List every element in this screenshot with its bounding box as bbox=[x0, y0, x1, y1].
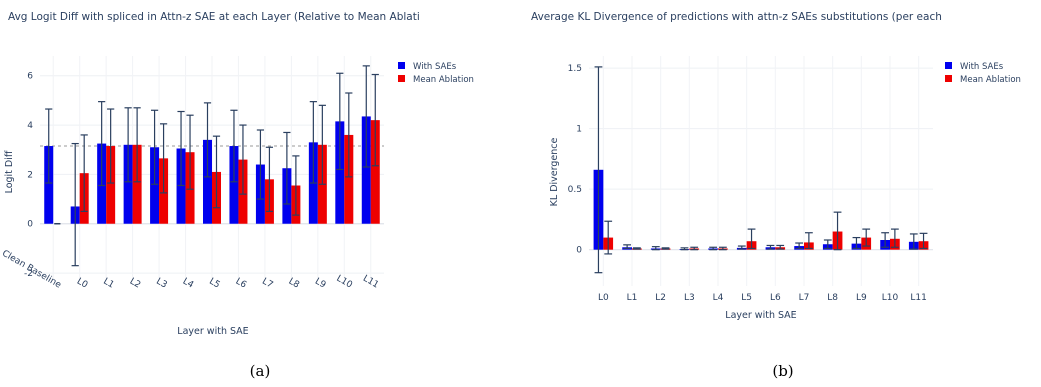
y-tick-label: 0 bbox=[576, 246, 582, 256]
legend-label-mean-ablation: Mean Ablation bbox=[960, 75, 1021, 85]
caption: (b) bbox=[772, 362, 793, 380]
x-tick-label: L0 bbox=[75, 277, 90, 291]
y-tick-label: 1 bbox=[576, 125, 582, 135]
y-tick-label: -2 bbox=[24, 269, 33, 279]
x-tick-label: L3 bbox=[154, 277, 168, 291]
x-tick-label: L8 bbox=[827, 293, 838, 303]
kl-divergence-chart-panel: Average KL Divergence of predictions wit… bbox=[521, 0, 1041, 383]
x-tick-labels: Clean Baseline L0 L1 L2 L3 L4 L5 L6 L7 L8 L9 L10 L11 bbox=[0, 249, 380, 291]
error-bars bbox=[45, 65, 379, 267]
legend: With SAEs Mean Ablation bbox=[945, 62, 1021, 85]
x-tick-label: L7 bbox=[260, 277, 274, 291]
logit-diff-chart-panel: Avg Logit Diff with spliced in Attn-z SA… bbox=[0, 0, 520, 383]
legend-swatch-mean-ablation bbox=[945, 75, 952, 82]
logit-diff-chart: Avg Logit Diff with spliced in Attn-z SA… bbox=[0, 11, 474, 380]
x-tick-label: L1 bbox=[101, 277, 115, 291]
x-tick-label: L10 bbox=[882, 293, 899, 303]
caption: (a) bbox=[250, 362, 271, 380]
x-tick-label: L2 bbox=[128, 277, 142, 291]
x-tick-label: L0 bbox=[598, 293, 609, 303]
x-tick-label: L5 bbox=[741, 293, 752, 303]
y-tick-label: 0.5 bbox=[568, 185, 582, 195]
y-tick-labels: 0 0.5 1 1.5 bbox=[568, 64, 583, 256]
bar-mean-ablation bbox=[132, 144, 142, 224]
bar-with-saes bbox=[361, 116, 371, 224]
bar-with-saes bbox=[44, 146, 54, 224]
x-tick-labels: L0 L1 L2 L3 L4 L5 L6 L7 L8 L9 L10 L11 bbox=[598, 293, 927, 303]
y-tick-label: 4 bbox=[27, 121, 33, 131]
x-tick-label: L5 bbox=[207, 277, 221, 291]
x-tick-label: L2 bbox=[655, 293, 666, 303]
y-tick-labels: -2 0 2 4 6 bbox=[24, 72, 33, 279]
x-axis-label: Layer with SAE bbox=[725, 310, 796, 321]
legend-swatch-with-saes bbox=[398, 62, 405, 69]
gridlines bbox=[589, 56, 933, 286]
bar-mean-ablation bbox=[370, 120, 380, 224]
y-tick-label: 6 bbox=[27, 72, 33, 82]
x-tick-label: L1 bbox=[627, 293, 638, 303]
bar-with-saes bbox=[203, 139, 212, 224]
y-axis-label: Logit Diff bbox=[4, 150, 15, 193]
legend: With SAEs Mean Ablation bbox=[398, 62, 474, 85]
y-tick-label: 0 bbox=[27, 220, 33, 230]
bar-mean-ablation bbox=[344, 134, 354, 224]
legend-label-with-saes: With SAEs bbox=[960, 62, 1004, 72]
x-tick-label: L10 bbox=[335, 274, 354, 291]
bar-with-saes bbox=[229, 146, 239, 224]
x-tick-label: L9 bbox=[313, 277, 328, 291]
bar-with-saes bbox=[123, 144, 133, 224]
x-tick-label: L6 bbox=[770, 293, 781, 303]
bar-with-saes bbox=[176, 148, 186, 224]
x-tick-label: L9 bbox=[856, 293, 867, 303]
legend-label-with-saes: With SAEs bbox=[413, 62, 457, 72]
x-tick-label: L3 bbox=[684, 293, 695, 303]
x-axis-label: Layer with SAE bbox=[177, 326, 248, 337]
legend-label-mean-ablation: Mean Ablation bbox=[413, 75, 474, 85]
y-tick-label: 1.5 bbox=[568, 64, 582, 74]
bar-with-saes bbox=[335, 121, 345, 224]
kl-divergence-chart: Average KL Divergence of predictions wit… bbox=[531, 11, 1021, 380]
error-bars bbox=[594, 66, 928, 274]
x-tick-label: L4 bbox=[713, 293, 724, 303]
bar-with-saes bbox=[150, 147, 160, 224]
x-tick-label: L4 bbox=[181, 277, 196, 291]
y-axis-label: KL Divergence bbox=[549, 138, 560, 207]
legend-swatch-with-saes bbox=[945, 62, 952, 69]
chart-title: Average KL Divergence of predictions wit… bbox=[531, 11, 942, 23]
legend-swatch-mean-ablation bbox=[398, 75, 405, 82]
x-tick-label: L8 bbox=[287, 277, 302, 291]
x-tick-label: L11 bbox=[910, 293, 926, 303]
x-tick-label: L6 bbox=[234, 277, 249, 291]
x-tick-label: L7 bbox=[799, 293, 810, 303]
y-tick-label: 2 bbox=[27, 170, 33, 180]
x-tick-label: L11 bbox=[361, 274, 380, 291]
bar-mean-ablation bbox=[106, 146, 116, 224]
bars bbox=[593, 169, 929, 250]
chart-title: Avg Logit Diff with spliced in Attn-z SA… bbox=[8, 11, 420, 23]
